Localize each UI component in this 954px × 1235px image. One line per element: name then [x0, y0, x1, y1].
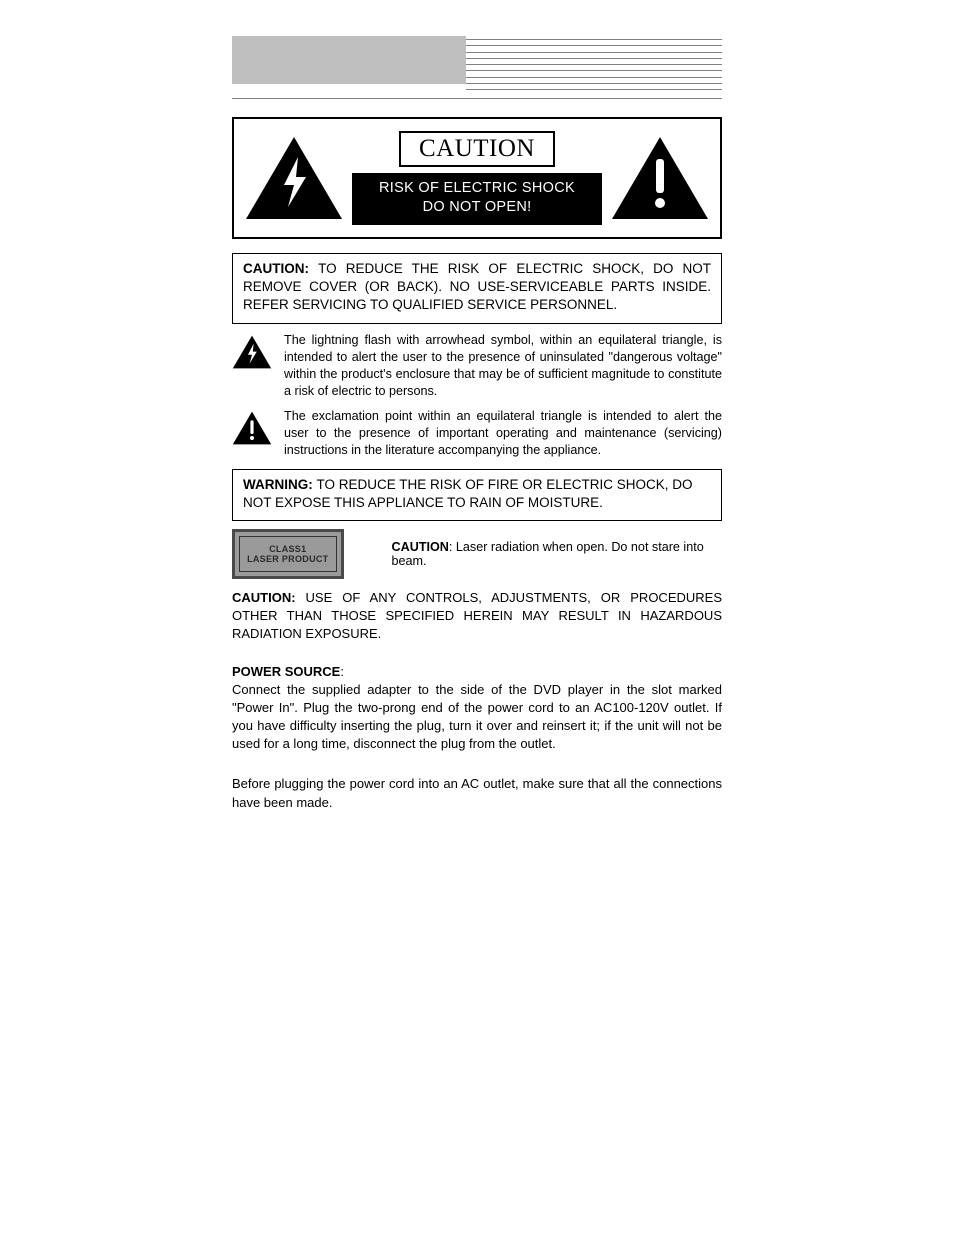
laser-caution-lead: CAUTION [392, 540, 449, 554]
fire-lead: WARNING: [243, 477, 317, 492]
radiation-text: USE OF ANY CONTROLS, ADJUSTMENTS, OR PRO… [232, 590, 722, 641]
radiation-lead: CAUTION: [232, 590, 306, 605]
laser-row: CLASS1 LASER PRODUCT CAUTION: Laser radi… [232, 529, 722, 579]
blackbar-line2: DO NOT OPEN! [423, 199, 532, 215]
header-rule-lines [466, 36, 722, 92]
header-tab [232, 36, 466, 84]
fire-shock-box: WARNING: TO REDUCE THE RISK OF FIRE OR E… [232, 469, 722, 521]
warning-text: Before plugging the power cord into an A… [232, 776, 722, 809]
lightning-triangle-icon [232, 334, 272, 370]
radiation-caution-para: CAUTION: USE OF ANY CONTROLS, ADJUSTMENT… [232, 589, 722, 644]
laser-label-line1: CLASS1 [269, 544, 306, 554]
exclamation-triangle-icon [232, 410, 272, 446]
warning-para: WARNING Before plugging the power cord i… [232, 775, 722, 811]
laser-caution-text: CAUTION: Laser radiation when open. Do n… [392, 540, 722, 568]
caution-panel: CAUTION RISK OF ELECTRIC SHOCK DO NOT OP… [232, 117, 722, 239]
power-source-heading: POWER SOURCE: [232, 664, 722, 679]
content-column: CAUTION RISK OF ELECTRIC SHOCK DO NOT OP… [232, 117, 722, 812]
page: CAUTION RISK OF ELECTRIC SHOCK DO NOT OP… [0, 36, 954, 812]
caution-center: CAUTION RISK OF ELECTRIC SHOCK DO NOT OP… [352, 131, 602, 225]
caution-title: CAUTION [399, 131, 555, 167]
exclamation-triangle-icon [610, 135, 710, 221]
caution-text-box: CAUTION: TO REDUCE THE RISK OF ELECTRIC … [232, 253, 722, 324]
symbol-row-exclamation: The exclamation point within an equilate… [232, 408, 722, 459]
header-underline [232, 98, 722, 99]
power-heading-text: POWER SOURCE [232, 664, 340, 679]
lightning-triangle-icon [244, 135, 344, 221]
laser-label-line2: LASER PRODUCT [247, 554, 328, 564]
caution-lead: CAUTION: [243, 261, 318, 276]
symbol-text-lightning: The lightning flash with arrowhead symbo… [284, 332, 722, 400]
symbol-text-exclamation: The exclamation point within an equilate… [284, 408, 722, 459]
power-heading-colon: : [340, 664, 344, 679]
blackbar-line1: RISK OF ELECTRIC SHOCK [379, 180, 575, 196]
symbol-row-lightning: The lightning flash with arrowhead symbo… [232, 332, 722, 400]
laser-product-label: CLASS1 LASER PRODUCT [232, 529, 344, 579]
header-row [232, 36, 722, 92]
power-source-text: Connect the supplied adapter to the side… [232, 681, 722, 754]
caution-blackbar: RISK OF ELECTRIC SHOCK DO NOT OPEN! [352, 173, 602, 225]
